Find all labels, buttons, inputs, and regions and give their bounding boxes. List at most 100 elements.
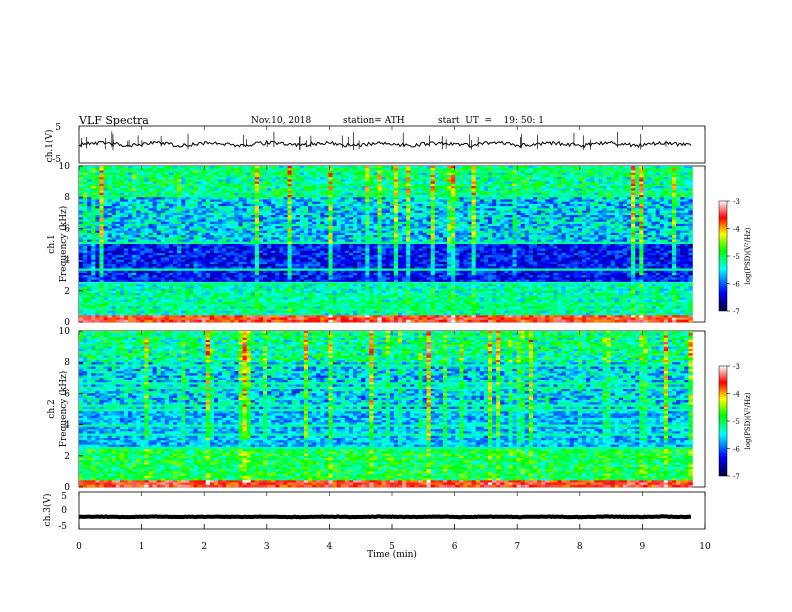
- spectrogram-cell: [87, 280, 91, 283]
- spectrogram-cell: [202, 302, 206, 305]
- spectrogram-cell: [296, 237, 300, 240]
- spectrogram-cell: [222, 271, 226, 274]
- spectrogram-cell: [112, 224, 116, 227]
- spectrogram-cell: [202, 202, 206, 205]
- spectrogram-cell: [91, 271, 95, 274]
- spectrogram-cell: [255, 295, 259, 298]
- spectrogram-cell: [320, 208, 324, 211]
- spectrogram-cell: [333, 304, 337, 307]
- spectrogram-cell: [206, 260, 210, 263]
- spectrogram-cell: [259, 202, 263, 205]
- spectrogram-cell: [296, 284, 300, 287]
- spectrogram-cell: [320, 191, 324, 194]
- spectrogram-cell: [95, 297, 99, 300]
- spectrogram-cell: [349, 199, 353, 202]
- spectrogram-cell: [300, 170, 304, 173]
- spectrogram-cell: [189, 233, 193, 236]
- spectrogram-cell: [247, 257, 251, 260]
- spectrogram-cell: [337, 170, 341, 173]
- spectrogram-cell: [234, 208, 238, 211]
- spectrogram-cell: [341, 264, 345, 267]
- spectrogram-cell: [144, 191, 148, 194]
- spectrogram-cell: [157, 237, 161, 240]
- spectrogram-cell: [161, 197, 165, 200]
- spectrogram-cell: [279, 184, 283, 187]
- spectrogram-cell: [214, 320, 218, 323]
- spectrogram-cell: [312, 306, 316, 309]
- spectrogram-cell: [226, 186, 230, 189]
- spectrogram-cell: [79, 213, 83, 216]
- spectrogram-cell: [341, 208, 345, 211]
- spectrogram-cell: [275, 255, 279, 258]
- spectrogram-cell: [247, 237, 251, 240]
- spectrogram-cell: [189, 257, 193, 260]
- spectrogram-cell: [79, 251, 83, 254]
- spectrogram-cell: [279, 186, 283, 189]
- spectrogram-cell: [104, 208, 108, 211]
- spectrogram-cell: [361, 213, 365, 216]
- spectrogram-cell: [345, 293, 349, 296]
- spectrogram-cell: [206, 173, 210, 176]
- spectrogram-cell: [128, 217, 132, 220]
- spectrogram-cell: [222, 173, 226, 176]
- spectrogram-cell: [91, 184, 95, 187]
- spectrogram-cell: [218, 293, 222, 296]
- spectrogram-cell: [165, 191, 169, 194]
- spectrogram-cell: [320, 304, 324, 307]
- spectrogram-cell: [177, 217, 181, 220]
- spectrogram-cell: [337, 166, 341, 169]
- spectrogram-cell: [206, 264, 210, 267]
- spectrogram-cell: [169, 318, 173, 321]
- spectrogram-cell: [337, 293, 341, 296]
- spectrogram-cell: [283, 235, 287, 238]
- spectrogram-cell: [288, 306, 292, 309]
- spectrogram-cell: [365, 195, 369, 198]
- spectrogram-cell: [157, 277, 161, 280]
- spectrogram-cell: [91, 211, 95, 214]
- spectrogram-cell: [198, 269, 202, 272]
- spectrogram-cell: [345, 219, 349, 222]
- spectrogram-cell: [157, 213, 161, 216]
- spectrogram-cell: [214, 235, 218, 238]
- spectrogram-cell: [210, 191, 214, 194]
- spectrogram-cell: [324, 197, 328, 200]
- spectrogram-cell: [259, 295, 263, 298]
- spectrogram-cell: [222, 177, 226, 180]
- spectrogram-cell: [345, 286, 349, 289]
- spectrogram-cell: [283, 242, 287, 245]
- spectrogram-cell: [210, 188, 214, 191]
- spectrogram-cell: [226, 197, 230, 200]
- spectrogram-cell: [222, 275, 226, 278]
- spectrogram-cell: [320, 177, 324, 180]
- spectrogram-cell: [279, 315, 283, 318]
- spectrogram-cell: [239, 173, 243, 176]
- spectrogram-cell: [104, 231, 108, 234]
- spectrogram-cell: [79, 204, 83, 207]
- spectrogram-cell: [333, 286, 337, 289]
- spectrogram-cell: [161, 271, 165, 274]
- spectrogram-cell: [251, 289, 255, 292]
- spectrogram-cell: [120, 179, 124, 182]
- spectrogram-cell: [136, 275, 140, 278]
- spectrogram-cell: [157, 297, 161, 300]
- spectrogram-cell: [328, 280, 332, 283]
- spectrogram-cell: [124, 235, 128, 238]
- spectrogram-cell: [202, 269, 206, 272]
- spectrogram-cell: [271, 284, 275, 287]
- spectrogram-cell: [136, 273, 140, 276]
- spectrogram-cell: [263, 318, 267, 321]
- spectrogram-cell: [112, 291, 116, 294]
- spectrogram-cell: [275, 273, 279, 276]
- spectrogram-cell: [312, 271, 316, 274]
- spectrogram-cell: [120, 273, 124, 276]
- spectrogram-cell: [308, 275, 312, 278]
- spectrogram-cell: [87, 246, 91, 249]
- spectrogram-cell: [263, 277, 267, 280]
- spectrogram-cell: [116, 320, 120, 323]
- spectrogram-cell: [157, 300, 161, 303]
- spectrogram-cell: [271, 320, 275, 323]
- spectrogram-cell: [345, 251, 349, 254]
- spectrogram-cell: [288, 246, 292, 249]
- spectrogram-cell: [181, 286, 185, 289]
- spectrogram-cell: [304, 257, 308, 260]
